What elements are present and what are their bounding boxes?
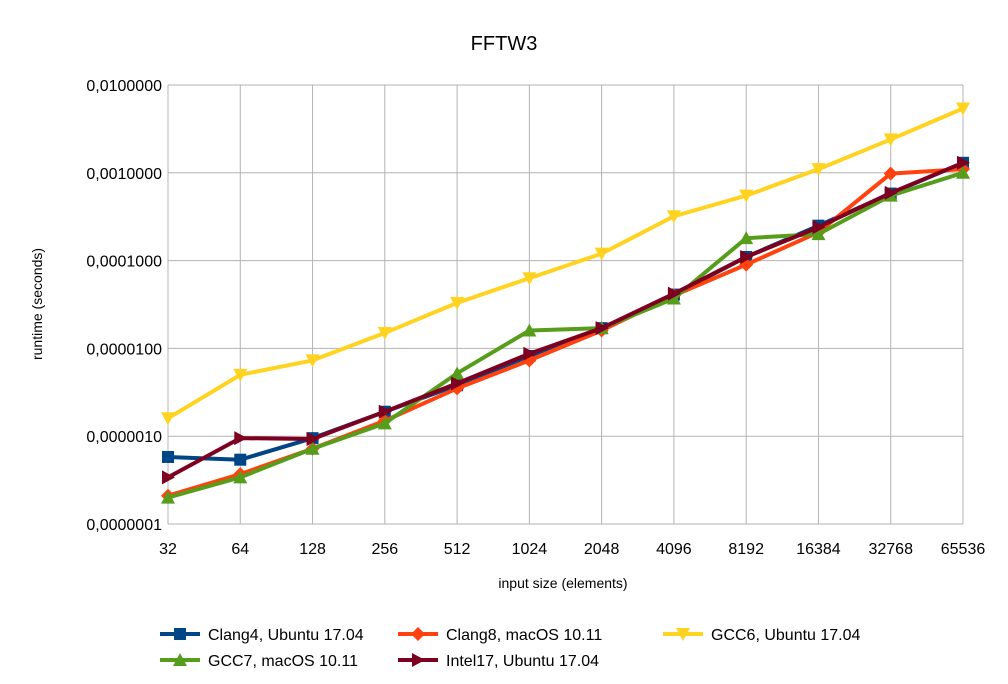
x-tick-label: 32768: [868, 541, 913, 558]
data-point: [161, 490, 175, 504]
series-layer: [161, 102, 970, 504]
x-tick-label: 65536: [941, 541, 986, 558]
data-point: [450, 296, 465, 310]
data-point: [161, 412, 175, 426]
data-point: [739, 189, 754, 203]
x-tick-label: 1024: [512, 541, 548, 558]
x-tick-label: 32: [159, 541, 177, 558]
x-tick-label: 128: [299, 541, 326, 558]
series-2: [161, 102, 970, 426]
data-point: [377, 416, 392, 430]
series-line: [167, 160, 964, 462]
data-point: [233, 368, 248, 382]
data-point: [233, 470, 248, 484]
legend-item: GCC6, Ubuntu 17.04: [663, 627, 861, 644]
y-tick-label: 0,0000001: [86, 517, 162, 534]
x-tick-label: 4096: [656, 541, 692, 558]
legend-marker: [676, 628, 690, 641]
x-tick-label: 512: [444, 541, 471, 558]
x-axis-ticks: 32 64 128 256 512 1024 2048 4096 8192 16384 32768 6…: [159, 541, 985, 558]
legend-label: Intel17, Ubuntu 17.04: [446, 653, 599, 670]
data-point: [667, 286, 681, 301]
data-point: [234, 431, 248, 446]
data-point: [523, 346, 537, 361]
x-tick-label: 2048: [584, 541, 620, 558]
series-4: [162, 155, 970, 485]
data-point: [595, 321, 609, 336]
y-tick-label: 0,0010000: [86, 166, 162, 183]
data-point: [666, 291, 681, 305]
y-tick-label: 0,0000010: [86, 429, 162, 446]
legend-item: Clang4, Ubuntu 17.04: [160, 627, 364, 644]
x-tick-label: 8192: [728, 541, 764, 558]
data-point: [522, 323, 537, 337]
y-axis-label: runtime (seconds): [29, 248, 45, 360]
data-point: [666, 210, 681, 224]
legend-item: GCC7, macOS 10.11: [160, 653, 358, 670]
x-tick-label: 16384: [796, 541, 841, 558]
data-point: [811, 163, 826, 177]
series-line: [167, 170, 964, 500]
series-line: [167, 160, 964, 480]
data-point: [451, 376, 465, 391]
data-point: [811, 227, 826, 241]
x-tick-label: 256: [371, 541, 398, 558]
legend: Clang4, Ubuntu 17.04 Clang8, macOS 10.11 G…: [160, 627, 861, 670]
x-axis-label: input size (elements): [498, 575, 627, 591]
data-point: [740, 249, 754, 264]
legend-label: GCC7, macOS 10.11: [208, 653, 358, 670]
legend-item: Clang8, macOS 10.11: [398, 627, 602, 644]
legend-label: GCC6, Ubuntu 17.04: [711, 627, 861, 644]
data-point: [884, 185, 898, 200]
data-point: [883, 166, 898, 181]
data-point: [594, 247, 609, 261]
data-point: [957, 155, 970, 170]
data-point: [739, 231, 754, 245]
y-tick-label: 0,0100000: [86, 78, 162, 95]
legend-label: Clang8, macOS 10.11: [446, 627, 602, 644]
data-point: [162, 450, 174, 463]
legend-marker: [173, 653, 187, 666]
data-point: [450, 366, 465, 380]
legend-label: Clang4, Ubuntu 17.04: [208, 627, 364, 644]
data-point: [812, 220, 826, 235]
legend-marker: [174, 628, 186, 640]
data-point: [162, 470, 175, 485]
data-point: [377, 326, 392, 340]
data-point: [883, 133, 898, 147]
legend-marker: [412, 653, 425, 667]
data-point: [378, 404, 392, 419]
data-point: [956, 165, 970, 179]
series-3: [161, 165, 970, 504]
series-line: [166, 106, 964, 420]
x-tick-label: 64: [231, 541, 249, 558]
series-0: [162, 156, 969, 466]
data-point: [306, 431, 320, 446]
data-point: [305, 441, 320, 455]
data-point: [956, 102, 970, 116]
data-point: [234, 453, 247, 466]
legend-marker: [411, 627, 425, 641]
y-tick-label: 0,0000100: [86, 341, 162, 358]
chart-title: FFTW3: [471, 33, 538, 55]
data-point: [522, 272, 537, 286]
y-tick-label: 0,0001000: [86, 254, 162, 271]
legend-item: Intel17, Ubuntu 17.04: [398, 653, 599, 670]
y-axis-ticks: 0,0100000 0,0010000 0,0001000 0,0000100 0,00…: [86, 78, 162, 534]
data-point: [305, 354, 320, 368]
